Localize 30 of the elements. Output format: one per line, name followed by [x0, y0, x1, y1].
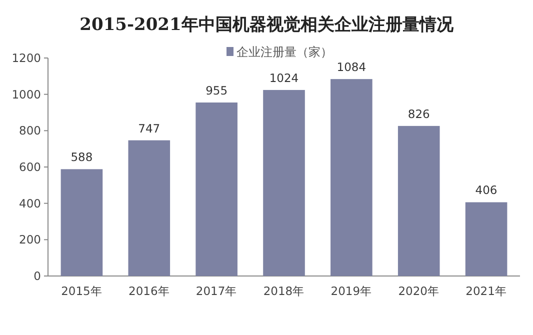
bar [128, 140, 170, 276]
data-label: 588 [70, 150, 93, 164]
x-tick-label: 2019年 [330, 284, 372, 298]
y-tick-label: 1000 [12, 87, 41, 102]
y-tick-label: 400 [19, 196, 41, 210]
y-tick-label: 800 [19, 124, 41, 138]
x-tick-label: 2016年 [128, 284, 170, 298]
data-label: 826 [408, 106, 430, 121]
legend-item: 企业注册量（家） [226, 45, 332, 59]
data-label: 1024 [269, 70, 299, 85]
bar [465, 202, 508, 276]
bar [398, 126, 440, 276]
y-tick-label: 0 [34, 269, 41, 283]
x-tick-label: 2017年 [196, 284, 238, 298]
bar [330, 79, 372, 276]
x-tick-label: 2021年 [466, 284, 507, 298]
y-tick-label: 1200 [12, 51, 41, 65]
x-tick-label: 2018年 [263, 284, 305, 298]
x-tick-label: 2015年 [61, 284, 102, 298]
data-label: 955 [206, 84, 228, 98]
y-tick-label: 200 [19, 232, 41, 247]
bar [60, 169, 103, 276]
bar [196, 102, 238, 276]
data-label: 1084 [336, 60, 366, 74]
bar [263, 90, 305, 276]
x-tick-label: 2020年 [398, 284, 440, 298]
y-tick-label: 600 [19, 160, 41, 174]
data-label: 747 [138, 121, 160, 136]
data-label: 406 [475, 183, 498, 198]
chart-title: 2015-2021年中国机器视觉相关企业注册量情况 [80, 15, 454, 35]
